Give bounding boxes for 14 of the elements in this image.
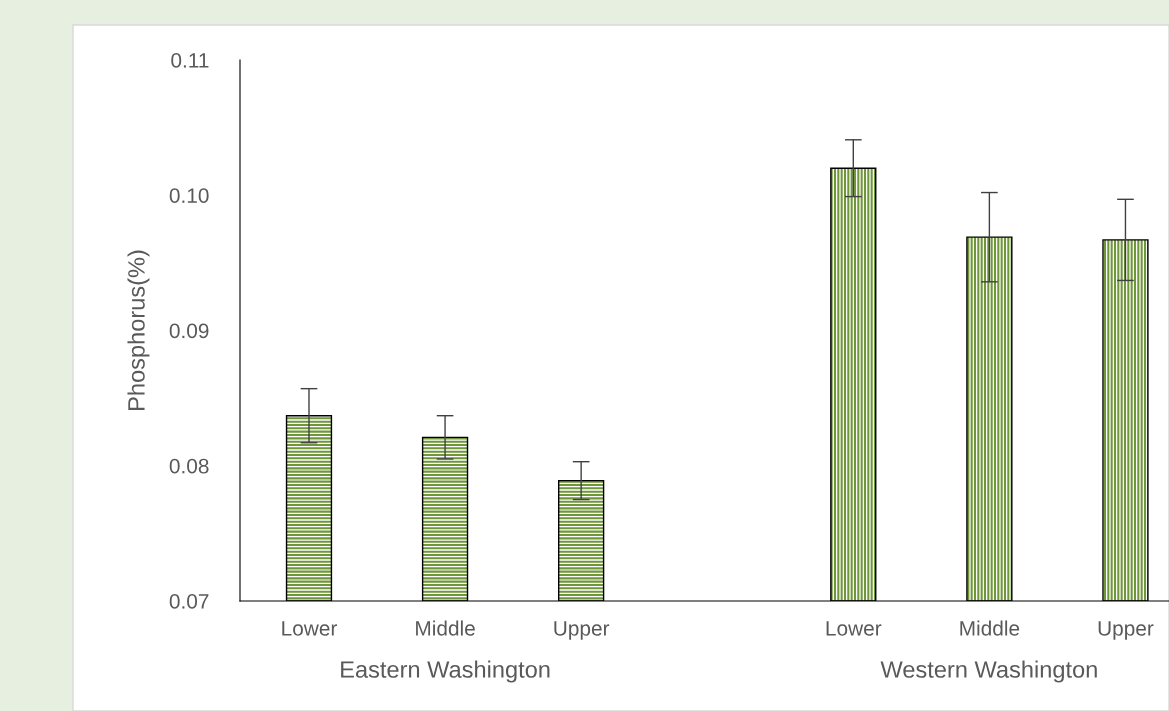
x-tick-label: Upper xyxy=(554,621,610,640)
y-tick-label: 0.10 xyxy=(169,188,209,203)
x-tick-label: Lower xyxy=(282,621,338,636)
y-axis-title: Phosphorus(%) xyxy=(127,250,150,410)
y-tick-label: 0.07 xyxy=(169,594,209,609)
y-tick-label: 0.11 xyxy=(171,53,209,68)
x-tick-label: Middle xyxy=(960,620,1020,636)
x-tick-label: Upper xyxy=(1098,621,1154,640)
y-tick-label: 0.09 xyxy=(169,323,209,339)
x-tick-label: Lower xyxy=(826,621,882,636)
y-tick-label: 0.08 xyxy=(169,458,209,474)
text: Eastern Washington xyxy=(341,660,550,683)
x-tick-label: Middle xyxy=(416,620,475,636)
text: Western Washington xyxy=(880,660,1097,683)
